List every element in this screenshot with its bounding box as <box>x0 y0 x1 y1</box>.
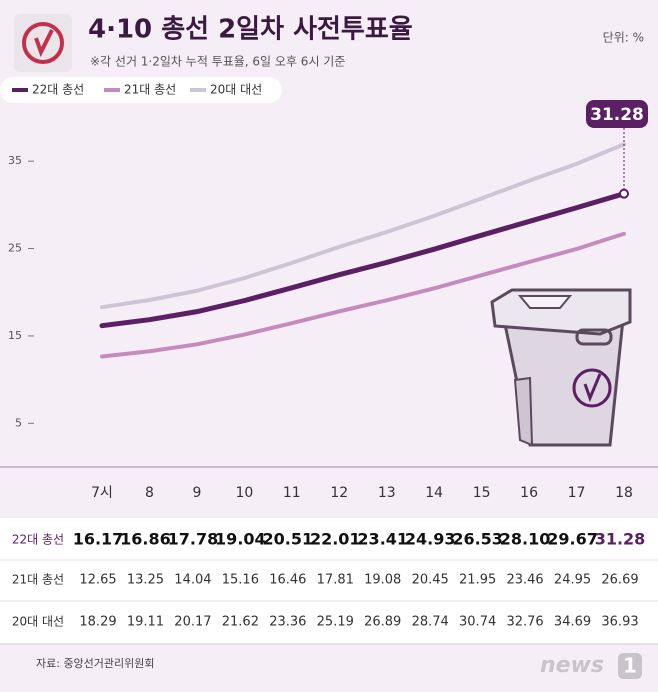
vote-icon <box>34 29 54 58</box>
x-tick-label: 12 <box>330 485 348 501</box>
table-cell: 16.17 <box>73 530 124 549</box>
x-tick-label: 11 <box>283 485 301 501</box>
table-cell: 20.17 <box>174 615 211 630</box>
table-cell: 24.95 <box>554 573 591 588</box>
table-cell: 12.65 <box>79 573 116 588</box>
table-cell: 26.89 <box>364 615 401 630</box>
x-tick-label: 8 <box>145 485 154 501</box>
row-label: 21대 총선 <box>12 573 64 587</box>
source: 자료: 중앙선거관리위원회 <box>36 657 155 670</box>
x-tick-label: 14 <box>425 485 443 501</box>
table-cell: 14.04 <box>174 573 211 588</box>
row-label: 20대 대선 <box>12 615 64 629</box>
logo: 1 <box>623 654 637 678</box>
x-tick-label: 17 <box>568 485 586 501</box>
y-tick-label: 35 <box>8 154 22 167</box>
y-tick-label: 15 <box>8 329 22 342</box>
series-line <box>100 142 626 310</box>
series-line <box>99 191 627 329</box>
x-tick-label: 15 <box>473 485 491 501</box>
x-tick-label: 9 <box>192 485 201 501</box>
table-cell: 23.46 <box>506 573 543 588</box>
chart-title: 4·10 총선 2일차 사전투표율 <box>88 15 413 45</box>
table-cell: 17.81 <box>317 573 354 588</box>
table-cell: 21.62 <box>222 615 259 630</box>
table-cell: 22.01 <box>310 530 361 549</box>
table-cell: 20.45 <box>412 573 449 588</box>
x-tick-label: 16 <box>520 485 538 501</box>
legend-label: 22대 총선 <box>32 83 84 97</box>
y-tick-label: 25 <box>8 242 22 255</box>
table-cell: 28.10 <box>500 530 551 549</box>
ballot-box <box>490 288 632 447</box>
table-background <box>0 518 658 644</box>
y-tick-label: 5 <box>15 416 22 429</box>
x-tick-label: 18 <box>615 485 633 501</box>
table-cell: 20.51 <box>263 530 314 549</box>
unit-label: 단위: % <box>603 31 644 45</box>
row-label: 22대 총선 <box>12 533 64 547</box>
legend-label: 21대 총선 <box>124 83 176 97</box>
series-line <box>100 231 626 359</box>
table-cell: 32.76 <box>506 615 543 630</box>
table-cell: 36.93 <box>601 615 638 630</box>
legend-label: 20대 대선 <box>210 83 262 97</box>
table-cell: 17.78 <box>168 530 219 549</box>
end-marker <box>619 188 629 199</box>
table-cell: 15.16 <box>222 573 259 588</box>
table-cell: 34.69 <box>554 615 591 630</box>
table-cell: 30.74 <box>459 615 496 630</box>
callout-box <box>586 100 648 128</box>
table-cell: 29.67 <box>547 530 598 549</box>
table-cell: 28.74 <box>412 615 449 630</box>
vote-icon <box>22 22 64 64</box>
table-cell: 24.93 <box>405 530 456 549</box>
table-cell: 21.95 <box>459 573 496 588</box>
table-cell: 26.53 <box>452 530 503 549</box>
table-cell: 19.11 <box>127 615 164 630</box>
table-cell: 18.29 <box>79 615 116 630</box>
logo <box>618 653 642 679</box>
table-cell: 13.25 <box>127 573 164 588</box>
chart-subtitle: ※각 선거 1·2일차 누적 투표율, 6일 오후 6시 기준 <box>90 55 345 69</box>
table-cell: 19.04 <box>215 530 266 549</box>
table-cell: 19.08 <box>364 573 401 588</box>
x-tick-label: 10 <box>235 485 253 501</box>
table-cell: 31.28 <box>595 530 646 549</box>
table-cell: 26.69 <box>601 573 638 588</box>
table-cell: 23.41 <box>357 530 408 549</box>
callout-label: 31.28 <box>590 105 644 125</box>
legend-background <box>0 77 282 103</box>
x-tick-label: 7시 <box>91 485 113 501</box>
table-cell: 23.36 <box>269 615 306 630</box>
table-cell: 25.19 <box>317 615 354 630</box>
x-tick-label: 13 <box>378 485 396 501</box>
table-cell: 16.86 <box>120 530 171 549</box>
logo: news <box>540 653 604 678</box>
table-cell: 16.46 <box>269 573 306 588</box>
